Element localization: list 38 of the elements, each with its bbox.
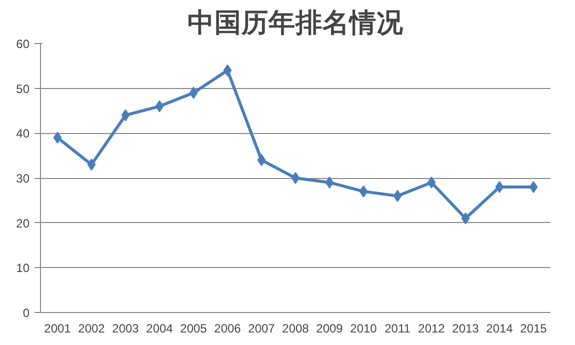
- point: [155, 100, 164, 112]
- y-tick-label: 40: [16, 126, 30, 141]
- x-tick-label: 2001: [44, 322, 72, 336]
- point: [427, 176, 436, 188]
- point: [189, 86, 198, 99]
- y-tick-label: 0: [22, 306, 30, 320]
- x-tick-label: 2007: [248, 322, 276, 336]
- point: [257, 154, 266, 166]
- y-tick-label: 10: [16, 261, 30, 276]
- point: [121, 109, 130, 122]
- point: [291, 172, 300, 184]
- point: [223, 64, 232, 76]
- point: [325, 176, 334, 188]
- x-tick-label: 2010: [350, 322, 378, 336]
- y-tick-label: 60: [16, 37, 30, 51]
- point: [461, 212, 470, 224]
- chart-title: 中国历年排名情况: [188, 8, 404, 38]
- x-tick-label: 2002: [78, 322, 106, 336]
- x-tick-label: 2015: [520, 322, 548, 336]
- point: [393, 190, 402, 202]
- point: [495, 180, 504, 193]
- x-tick-label: 2006: [214, 322, 242, 336]
- x-tick-label: 2003: [112, 322, 140, 336]
- point: [87, 158, 96, 171]
- x-tick-label: 2012: [418, 322, 446, 336]
- x-tick-label: 2008: [282, 322, 310, 336]
- y-tick-label: 30: [16, 172, 30, 186]
- point: [359, 185, 368, 198]
- y-tick-label: 20: [16, 216, 30, 230]
- x-tick-label: 2005: [180, 322, 208, 336]
- x-tick-label: 2013: [452, 322, 480, 336]
- y-tick-label: 50: [16, 82, 30, 96]
- point: [53, 132, 62, 144]
- point: [529, 180, 538, 193]
- x-tick-label: 2014: [486, 322, 514, 336]
- x-tick-label: 2011: [384, 322, 411, 336]
- x-tick-label: 2009: [316, 322, 344, 336]
- x-tick-label: 2004: [146, 322, 174, 336]
